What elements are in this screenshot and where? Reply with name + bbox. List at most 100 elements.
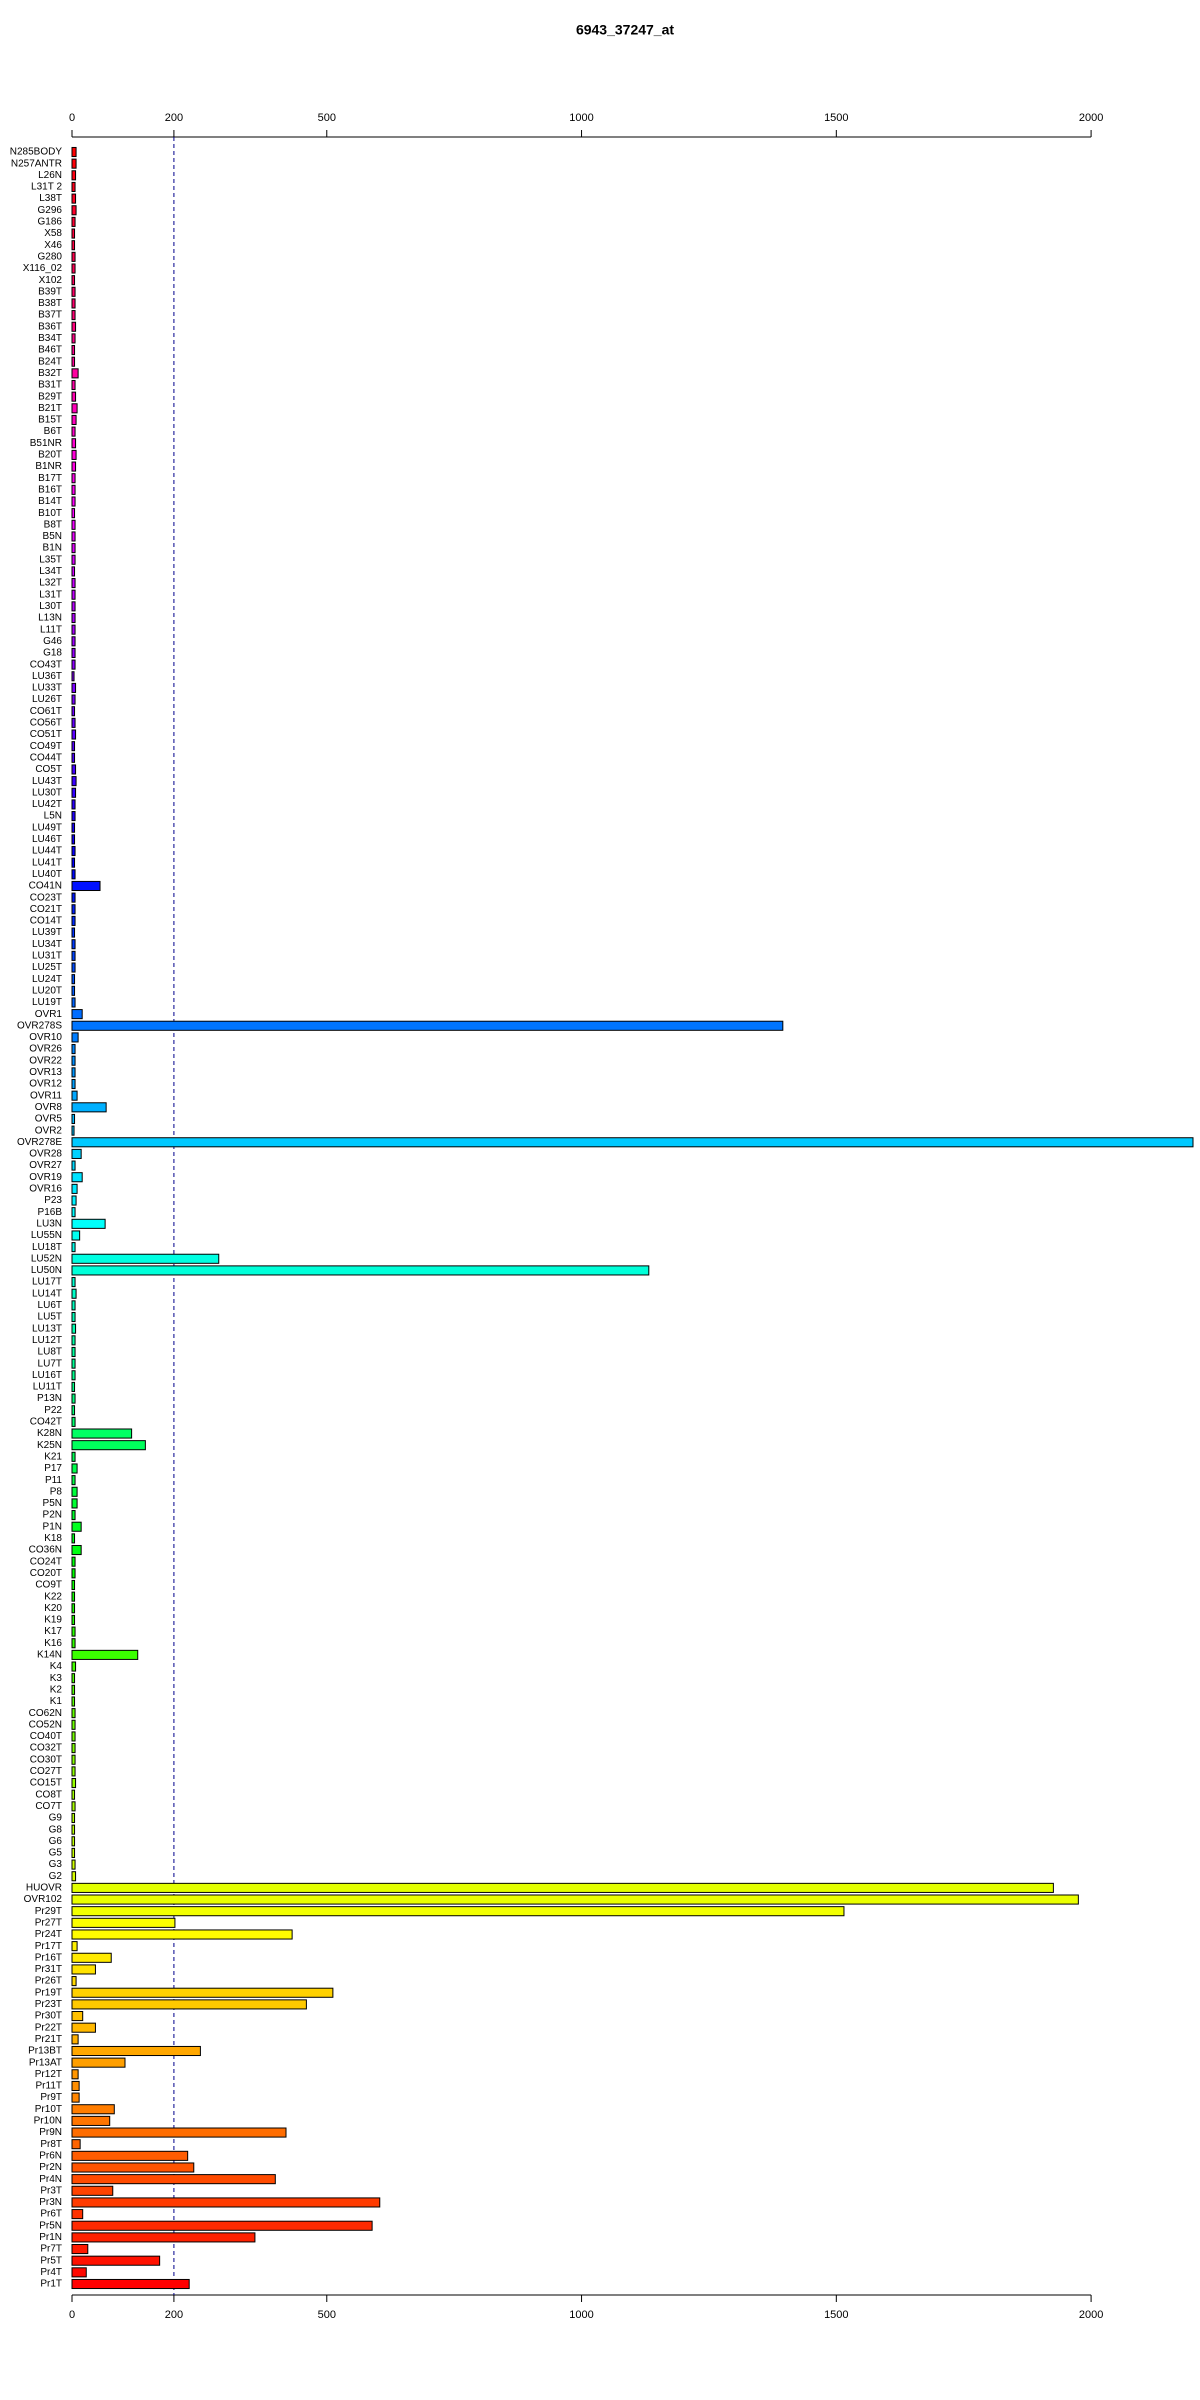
y-tick-label: LU42T (32, 799, 62, 810)
bar (71, 1568, 76, 1579)
bar (71, 356, 76, 367)
y-tick-label: Pr1T (40, 2279, 62, 2290)
bar (71, 1137, 1194, 1148)
y-tick-label: L5N (44, 811, 62, 822)
y-tick-label: Pr16T (35, 1952, 62, 1963)
x-tick-label: 0 (69, 2309, 75, 2321)
bar (71, 2069, 79, 2080)
y-tick-label: CO7T (35, 1801, 62, 1812)
bar (71, 426, 76, 437)
y-tick-label: CO23T (30, 892, 62, 903)
y-tick-label: LU11T (33, 1382, 62, 1393)
x-tick-label: 0 (69, 112, 75, 124)
y-tick-label: K16 (44, 1638, 62, 1649)
y-tick-label: OVR22 (29, 1055, 62, 1066)
bar (71, 752, 76, 763)
bar (71, 310, 76, 321)
bar (71, 1999, 307, 2010)
bar (71, 2174, 276, 2185)
bar (71, 787, 77, 798)
bar (71, 2255, 161, 2266)
y-tick-label: LU41T (32, 857, 62, 868)
y-tick-label: G5 (49, 1848, 63, 1859)
y-tick-label: B8T (44, 519, 62, 530)
bar (71, 1614, 76, 1625)
y-tick-label: Pr9T (40, 2092, 62, 2103)
bar (71, 1708, 76, 1719)
y-tick-label: K4 (50, 1661, 63, 1672)
bar (71, 1544, 82, 1556)
bar (71, 543, 76, 554)
y-tick-label: P5N (43, 1498, 62, 1509)
y-tick-label: G18 (43, 648, 62, 659)
bar (71, 438, 77, 449)
bar (71, 1416, 76, 1427)
y-tick-label: LU49T (32, 822, 62, 833)
bar (71, 612, 76, 624)
y-tick-label: CO40T (30, 1731, 62, 1742)
bar (71, 519, 76, 530)
y-tick-label: G8 (49, 1824, 63, 1835)
x-tick-label: 2000 (1079, 2309, 1103, 2321)
bar (71, 1242, 76, 1253)
y-tick-label: K17 (44, 1626, 62, 1637)
bar (71, 403, 78, 414)
bar (71, 1941, 78, 1952)
y-tick-label: Pr27T (35, 1917, 62, 1928)
y-tick-label: LU3N (36, 1218, 62, 1229)
y-tick-label: CO30T (30, 1754, 62, 1765)
y-tick-label: G186 (38, 217, 63, 228)
y-tick-label: K19 (44, 1615, 62, 1626)
bar (71, 1102, 107, 1113)
bar (71, 880, 101, 892)
bar (71, 834, 76, 845)
bar (71, 2162, 195, 2173)
bar (71, 1533, 76, 1544)
bar (71, 368, 79, 379)
bar (71, 2220, 373, 2231)
y-tick-label: L38T (39, 193, 62, 204)
bar (71, 508, 76, 519)
bar (71, 1603, 76, 1614)
y-tick-label: Pr26T (35, 1976, 62, 1987)
y-tick-label: B10T (38, 508, 62, 519)
y-tick-label: CO43T (30, 659, 62, 670)
bar (71, 333, 76, 344)
y-tick-label: LU20T (32, 985, 62, 996)
y-tick-label: LU46T (32, 834, 62, 845)
x-tick-label: 200 (165, 112, 183, 124)
bar (71, 1649, 139, 1660)
bar (71, 496, 76, 507)
y-tick-label: LU25T (32, 962, 62, 973)
y-tick-label: HUOVR (26, 1883, 62, 1894)
y-tick-label: G46 (43, 636, 62, 647)
y-tick-label: LU8T (38, 1347, 62, 1358)
y-tick-label: OVR27 (29, 1160, 62, 1171)
bar (71, 1265, 650, 1276)
y-tick-label: LU40T (32, 869, 62, 880)
bar (71, 1451, 76, 1462)
bar (71, 1929, 293, 1940)
y-tick-label: Pr23T (35, 1999, 62, 2010)
bar (71, 449, 77, 460)
x-tick-label: 1500 (824, 112, 848, 124)
y-tick-label: LU50N (31, 1265, 62, 1276)
bar (71, 1521, 82, 1532)
bar (71, 2185, 114, 2196)
y-tick-label: LU7T (38, 1358, 62, 1369)
y-tick-label: G2 (49, 1871, 63, 1882)
y-tick-label: G6 (49, 1836, 63, 1847)
bar (71, 251, 76, 262)
bar (71, 1288, 77, 1299)
bar (71, 2104, 115, 2115)
y-tick-label: B29T (38, 391, 62, 402)
x-tick-label: 200 (165, 2309, 183, 2321)
y-tick-label: OVR13 (29, 1067, 62, 1078)
bar (71, 857, 76, 868)
bar (71, 1976, 77, 1987)
bar (71, 345, 76, 356)
bar (71, 1358, 76, 1369)
bar (71, 1125, 75, 1136)
bar (71, 1044, 76, 1055)
y-tick-label: Pr3T (40, 2185, 62, 2196)
